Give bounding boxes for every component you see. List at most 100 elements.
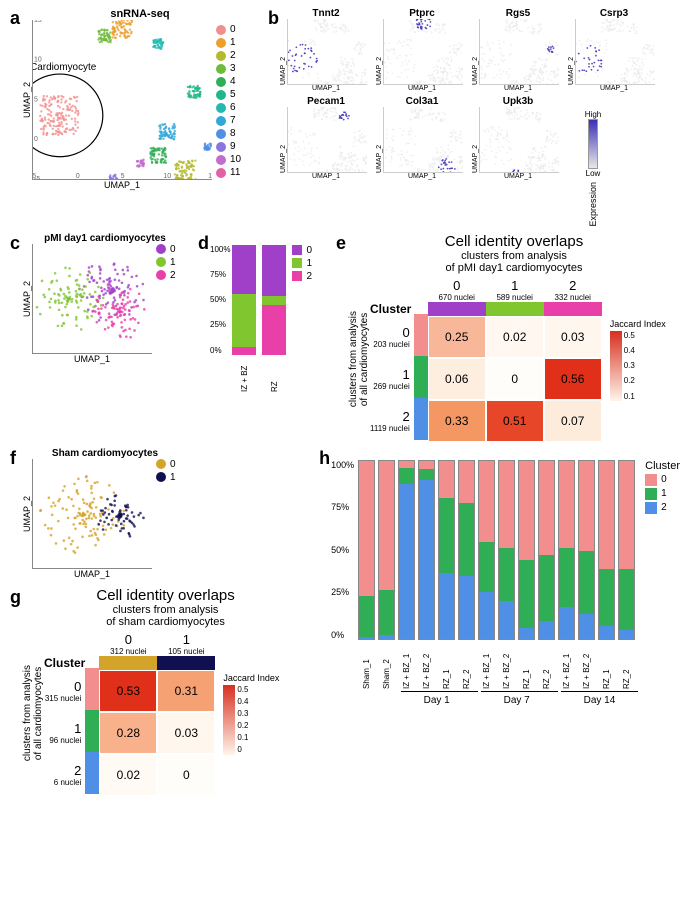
heatmap-cell: 0.51 [486,400,544,442]
stacked-bar [232,245,256,355]
panel-b: b Tnnt2UMAP_2UMAP_1PtprcUMAP_2UMAP_1 Rgs5… [266,8,680,227]
heatmap-cell: 0.31 [157,670,215,712]
panel-g: g Cell identity overlapsclusters from an… [8,587,309,796]
heatmap-cell: 0 [157,754,215,796]
panel-g-heatmap: Cell identity overlapsclusters from anal… [8,587,309,796]
panel-a-legend-item: 5 [216,89,241,100]
legend-item: 2 [156,270,176,281]
panel-c-label: c [10,233,20,254]
panel-c-ylabel: UMAP_2 [22,281,32,317]
gene-title: Upk3b [472,96,564,107]
heatmap-cell: 0.02 [99,754,157,796]
stacked-bar [438,460,455,640]
panel-c-xlabel: UMAP_1 [32,354,152,364]
stacked-bar [498,460,515,640]
svg-text:-5: -5 [34,176,40,180]
panel-e-label: e [336,233,346,254]
svg-text:10: 10 [34,57,42,64]
svg-text:5: 5 [121,173,125,180]
stacked-bar [398,460,415,640]
heatmap-cell: 0.03 [544,316,602,358]
panel-a-ylabel: UMAP_2 [22,82,32,118]
panel-d-chart: 0%25%50%75%100%IZ + BZRZ012 [196,233,326,392]
panel-a-label: a [10,8,20,29]
stacked-bar [458,460,475,640]
gene-title: Tnnt2 [280,8,372,19]
gene-title: Col3a1 [376,96,468,107]
panel-b-subplot: Csrp3UMAP_2UMAP_1 [568,8,660,92]
svg-text:5: 5 [34,96,38,103]
heatmap-cell: 0.25 [428,316,486,358]
stacked-bar [262,245,286,355]
panel-a-legend-item: 8 [216,128,241,139]
heatmap-cell: 0.06 [428,358,486,400]
panel-f-scatter [32,459,152,569]
panel-d: d 0%25%50%75%100%IZ + BZRZ012 [196,233,326,392]
panel-a-legend-item: 4 [216,76,241,87]
panel-a-legend-item: 6 [216,102,241,113]
legend-item: 1 [156,257,176,268]
panel-a: a snRNA-seq UMAP_2 Cardiomyocyte-5051015… [8,8,258,227]
heatmap-cell: 0.03 [157,712,215,754]
panel-b-subplot: PtprcUMAP_2UMAP_1 [376,8,468,92]
panel-a-xlabel: UMAP_1 [32,180,212,190]
stacked-bar [598,460,615,640]
gene-title: Pecam1 [280,96,372,107]
gene-title: Ptprc [376,8,468,19]
svg-text:0: 0 [76,173,80,180]
gene-title: Rgs5 [472,8,564,19]
stacked-bar [358,460,375,640]
stacked-bar [578,460,595,640]
panel-c-scatter [32,244,152,354]
panel-b-subplot: Upk3bUMAP_2UMAP_1 [472,96,564,227]
panel-f-legend: 01 [152,459,176,569]
heatmap-cell: 0 [486,358,544,400]
panel-b-subplot: Col3a1UMAP_2UMAP_1 [376,96,468,227]
panel-b-subplot: Pecam1UMAP_2UMAP_1 [280,96,372,227]
legend-item: 0 [156,459,176,470]
heatmap-cell: 0.33 [428,400,486,442]
panel-b-subplot: Tnnt2UMAP_2UMAP_1 [280,8,372,92]
panel-e: e Cell identity overlapsclusters from an… [334,233,680,442]
stacked-bar [418,460,435,640]
legend-item: 1 [156,472,176,483]
gene-title: Csrp3 [568,8,660,19]
svg-text:15: 15 [34,20,42,24]
stacked-bar [518,460,535,640]
heatmap-cell: 0.28 [99,712,157,754]
stacked-bar [478,460,495,640]
panel-a-title: snRNA-seq [22,8,258,20]
heatmap-cell: 0.02 [486,316,544,358]
panel-a-legend-item: 7 [216,115,241,126]
stacked-bar [538,460,555,640]
expression-gradient-legend: HighLowExpression [568,96,618,227]
panel-a-legend: 01234567891011 [212,20,241,180]
panel-f-title: Sham cardiomyocytes [22,448,188,459]
panel-f: f Sham cardiomyocytes UMAP_2 01 UMAP_1 [8,448,188,579]
heatmap-cell: 0.53 [99,670,157,712]
panel-c-legend: 012 [152,244,176,354]
panel-f-ylabel: UMAP_2 [22,496,32,532]
heatmap-title: Cell identity overlaps [348,233,680,250]
panel-f-label: f [10,448,16,469]
panel-a-legend-item: 2 [216,50,241,61]
panel-a-legend-item: 1 [216,37,241,48]
panel-a-legend-item: 0 [216,24,241,35]
svg-text:0: 0 [34,136,38,143]
panel-b-label: b [268,8,279,29]
panel-a-legend-item: 10 [216,154,241,165]
stacked-bar [558,460,575,640]
panel-c-title: pMI day1 cardiomyocytes [22,233,188,244]
panel-a-scatter: Cardiomyocyte-5051015-5051015 [32,20,212,180]
panel-a-legend-item: 11 [216,167,241,178]
panel-h-label: h [319,448,330,469]
panel-e-heatmap: Cell identity overlapsclusters from anal… [334,233,680,442]
panel-f-xlabel: UMAP_1 [32,569,152,579]
stacked-bar [378,460,395,640]
panel-a-legend-item: 9 [216,141,241,152]
heatmap-title: Cell identity overlaps [22,587,309,604]
panel-h-chart: 0%25%50%75%100%Sham_1Sham_2IZ + BZ_1IZ +… [317,448,680,719]
panel-c: c pMI day1 cardiomyocytes UMAP_2 012 UMA… [8,233,188,364]
panel-d-label: d [198,233,209,254]
heatmap-cell: 0.07 [544,400,602,442]
